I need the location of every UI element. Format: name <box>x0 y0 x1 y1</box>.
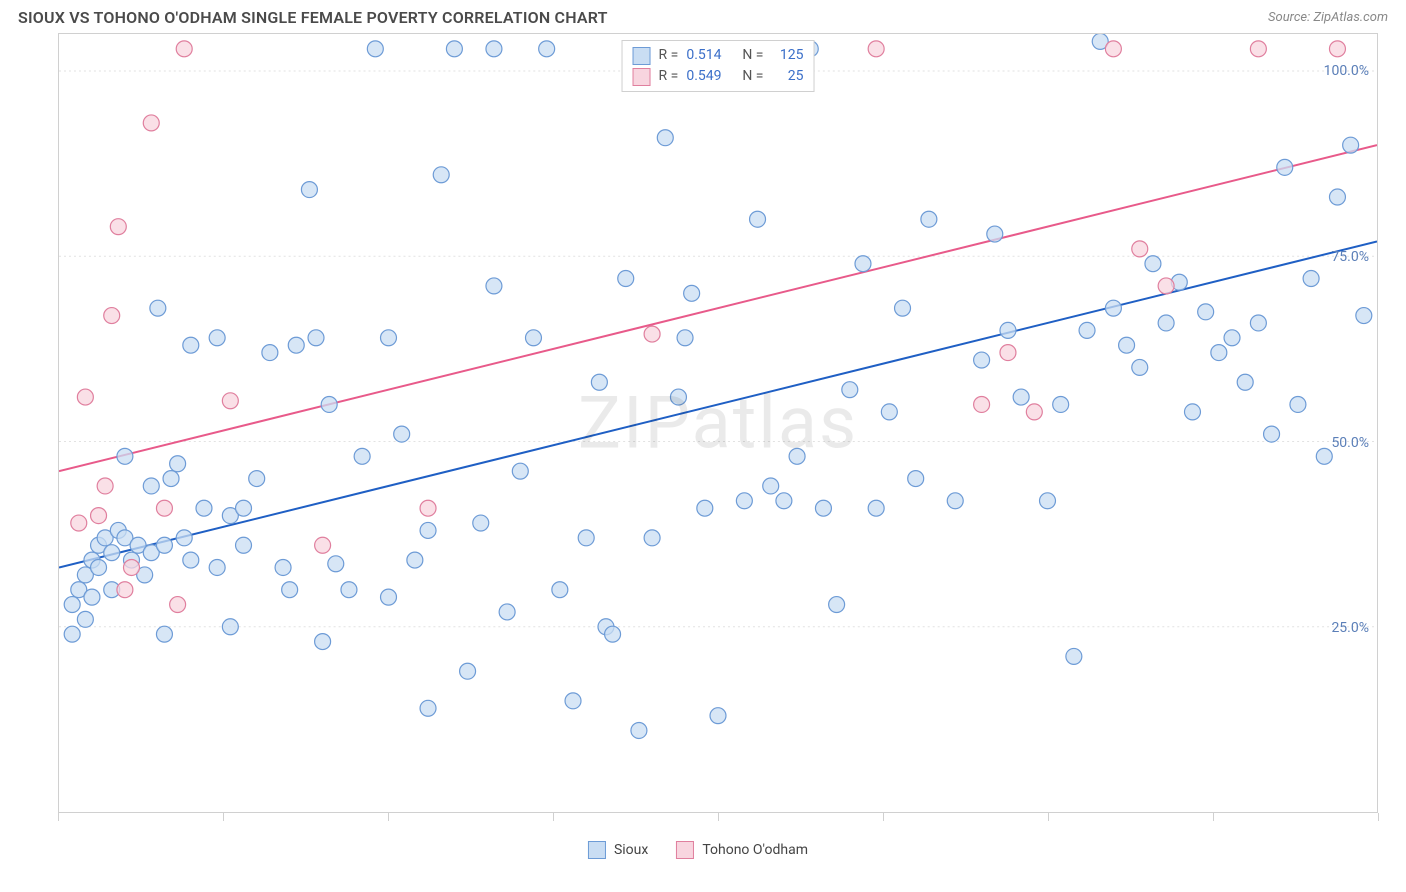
y-tick-label: 25.0% <box>1331 620 1369 636</box>
x-tick <box>58 813 59 821</box>
plot-border: R =0.514N =125R =0.549N =25 ZIPatlas 25.… <box>58 33 1378 813</box>
chart-title: SIOUX VS TOHONO O'ODHAM SINGLE FEMALE PO… <box>18 8 608 27</box>
legend-series-label: Sioux <box>614 842 648 858</box>
y-tick-label: 100.0% <box>1324 63 1369 79</box>
chart-header: SIOUX VS TOHONO O'ODHAM SINGLE FEMALE PO… <box>0 0 1406 33</box>
chart-container: Single Female Poverty R =0.514N =125R =0… <box>18 33 1378 813</box>
legend-swatch <box>633 47 651 65</box>
x-tick <box>553 813 554 821</box>
legend-n-value: 125 <box>771 45 803 66</box>
legend-stats-box: R = 0.514 N = 125 R = 0.549 N = 25 <box>622 40 815 92</box>
legend-series-item: Sioux <box>588 841 648 859</box>
legend-swatch <box>633 68 651 86</box>
x-tick <box>1378 813 1379 821</box>
x-tick <box>718 813 719 821</box>
legend-r-label: R = <box>659 45 679 66</box>
legend-n-label: N = <box>742 45 763 66</box>
y-tick-label: 75.0% <box>1331 249 1369 265</box>
legend-swatch <box>588 841 606 859</box>
legend-n-value: 25 <box>771 66 803 87</box>
legend-r-value: 0.514 <box>686 45 734 66</box>
x-tick <box>1048 813 1049 821</box>
chart-source: Source: ZipAtlas.com <box>1268 10 1388 25</box>
legend-stats-row: R = 0.549 N = 25 <box>633 66 804 87</box>
x-tick <box>388 813 389 821</box>
legend-series: Sioux Tohono O'odham <box>588 841 808 859</box>
x-ticks <box>58 813 1378 821</box>
source-value: ZipAtlas.com <box>1313 10 1388 25</box>
legend-stats-row: R = 0.514 N = 125 <box>633 45 804 66</box>
y-tick-label: 50.0% <box>1331 435 1369 451</box>
legend-swatch <box>676 841 694 859</box>
source-label: Source: <box>1268 10 1313 25</box>
plot-svg <box>59 34 1377 812</box>
legend-series-label: Tohono O'odham <box>702 842 808 858</box>
legend-n-label: N = <box>742 66 763 87</box>
x-tick <box>883 813 884 821</box>
legend-r-label: R = <box>659 66 679 87</box>
legend-series-item: Tohono O'odham <box>676 841 808 859</box>
legend-r-value: 0.549 <box>686 66 734 87</box>
x-tick <box>223 813 224 821</box>
x-tick <box>1213 813 1214 821</box>
